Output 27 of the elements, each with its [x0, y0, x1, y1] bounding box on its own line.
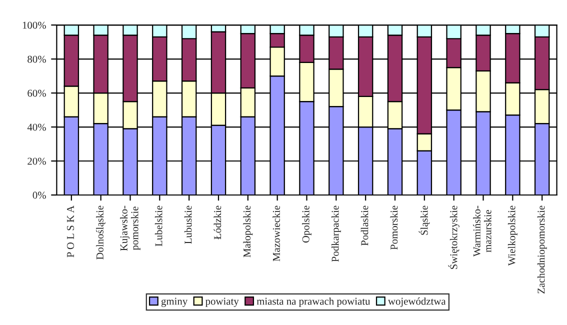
x-tick-label: Lubelskie: [154, 206, 162, 246]
legend-label: województwa: [388, 297, 446, 307]
x-tick-label: Lubuskie: [184, 206, 192, 244]
y-tick-label: 20%: [28, 158, 46, 165]
y-tick-label: 40%: [27, 124, 46, 131]
y-tick-label: 60%: [28, 90, 46, 97]
x-tick-label: Wielkopolskie: [508, 206, 518, 266]
x-tick-label: Podkarpackie: [331, 206, 341, 262]
x-tick-label: Małopolskie: [243, 206, 253, 258]
y-tick-label: 80%: [28, 56, 46, 63]
x-tick-label: Świętokrzyskie: [448, 206, 460, 269]
legend-label: miasta na prawach powiatu: [256, 297, 370, 307]
x-tick-label: Łódzkie: [214, 206, 222, 240]
x-tick-label: Pomorskie: [390, 206, 398, 250]
x-tick-label: Mazowieckie: [272, 206, 280, 262]
y-tick-label: 0%: [32, 192, 46, 199]
x-tick-label: Zachodniopomorskie: [537, 206, 547, 294]
y-tick-label: 100%: [22, 22, 46, 29]
x-tick-label: Kujawsko- pomorskie: [120, 206, 140, 251]
x-tick-label: Opolskie: [302, 206, 312, 243]
x-tick-label: P O L S K A: [67, 205, 74, 258]
legend-label: gminy: [161, 298, 188, 307]
x-tick-label: Dolnośląskie: [96, 206, 106, 260]
legend-label: powiaty: [205, 298, 239, 307]
x-tick-label: Warmińsko- mazurskie: [473, 206, 492, 257]
x-tick-label: Podlaskie: [360, 206, 368, 246]
x-tick-label: Śląskie: [418, 206, 430, 235]
